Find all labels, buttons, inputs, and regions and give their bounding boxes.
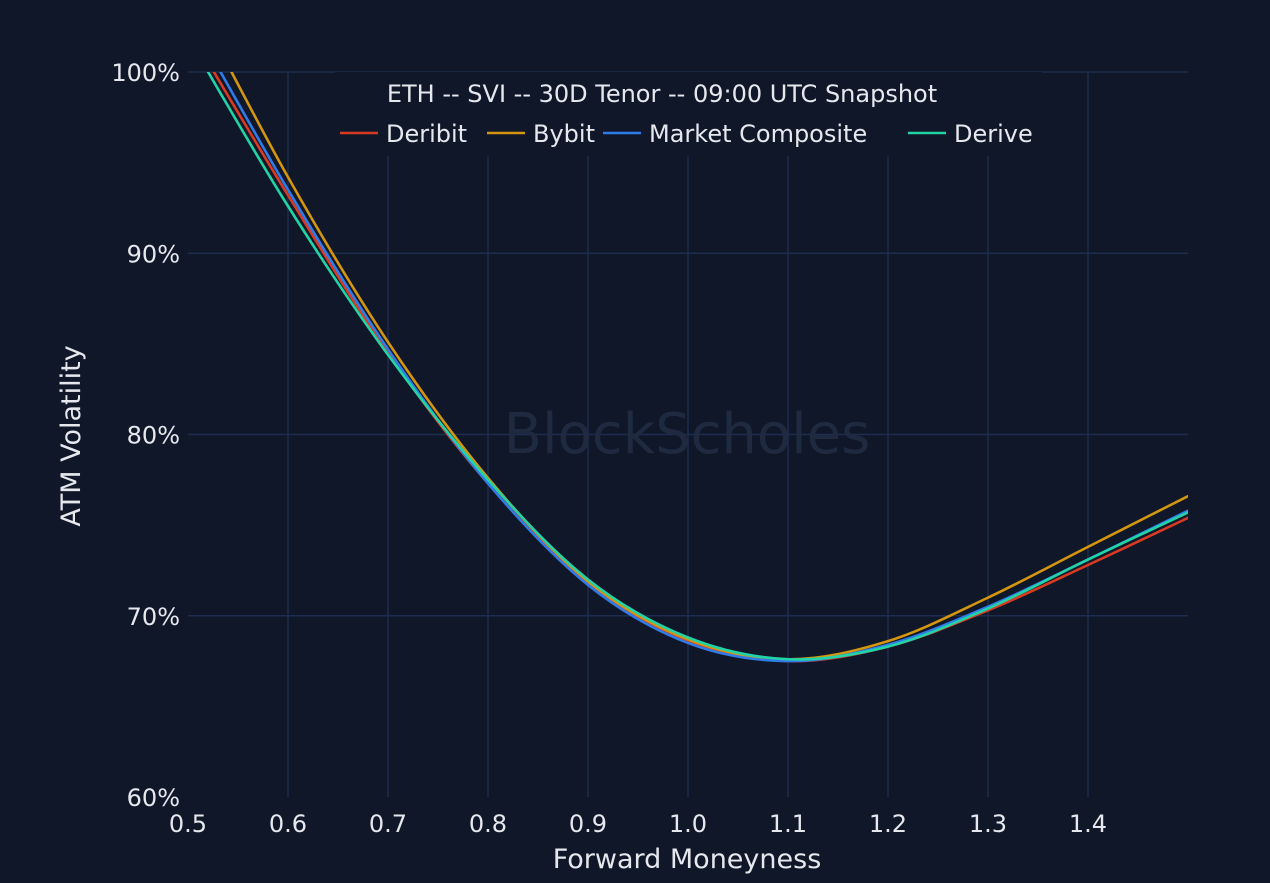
series-line-deribit	[212, 72, 1188, 663]
y-tick-label: 90%	[127, 240, 180, 268]
chart-title: ETH -- SVI -- 30D Tenor -- 09:00 UTC Sna…	[387, 80, 937, 108]
legend-label-derive: Derive	[954, 120, 1033, 148]
legend-label-market-composite: Market Composite	[649, 120, 867, 148]
y-tick-label: 70%	[127, 603, 180, 631]
y-axis-title: ATM Volatility	[56, 345, 87, 526]
legend-background	[335, 72, 1042, 156]
x-axis-title: Forward Moneyness	[553, 844, 822, 875]
x-tick-label: 0.5	[169, 810, 207, 838]
x-tick-label: 1.0	[669, 810, 707, 838]
series-line-market-composite	[219, 72, 1188, 663]
x-tick-label: 0.7	[369, 810, 407, 838]
legend: ETH -- SVI -- 30D Tenor -- 09:00 UTC Sna…	[335, 72, 1042, 156]
x-tick-label: 1.2	[869, 810, 907, 838]
x-tick-label: 1.4	[1069, 810, 1107, 838]
series-line-bybit	[229, 72, 1188, 661]
ticks-layer: 0.5 0.6 0.7 0.8 0.9 1.0 1.1 1.2 1.3 1.4 60% 70% 80% 9…	[111, 59, 1107, 838]
x-tick-label: 1.3	[969, 810, 1007, 838]
legend-items: Deribit Bybit Market Composite Derive	[340, 120, 1033, 148]
x-tick-label: 1.1	[769, 810, 807, 838]
lines-layer	[206, 72, 1188, 663]
series-line-derive	[206, 72, 1188, 661]
y-tick-label: 100%	[111, 59, 180, 87]
y-tick-label: 60%	[127, 784, 180, 812]
x-tick-label: 0.9	[569, 810, 607, 838]
legend-label-deribit: Deribit	[386, 120, 467, 148]
y-tick-label: 80%	[127, 422, 180, 450]
watermark-logo: BlockScholes	[504, 402, 871, 467]
grid-layer	[188, 71, 1188, 797]
legend-label-bybit: Bybit	[533, 120, 595, 148]
x-tick-label: 0.8	[469, 810, 507, 838]
x-tick-label: 0.6	[269, 810, 307, 838]
